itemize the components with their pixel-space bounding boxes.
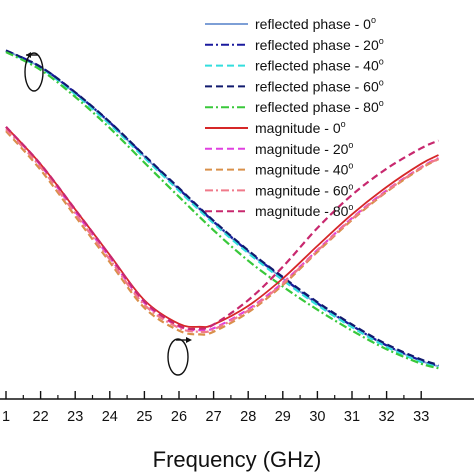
legend-degree-8: o [348,181,353,191]
legend-label-9: magnitude - 80o [255,202,353,219]
legend-label-1: reflected phase - 20o [255,36,384,53]
legend-label-8: magnitude - 60o [255,181,353,198]
x-tick-label-3: 24 [102,409,118,425]
legend-degree-2: o [379,57,384,67]
x-tick-label-12: 33 [413,409,429,425]
x-tick-label-2: 23 [67,409,83,425]
x-tick-label-9: 30 [309,409,325,425]
legend-degree-5: o [341,119,346,129]
x-axis-title: Frequency (GHz) [153,447,322,472]
phase-annotation-ellipse [24,52,44,92]
x-tick-label-6: 27 [206,409,222,425]
x-tick-label-1: 22 [33,409,49,425]
legend: reflected phase - 0o reflected phase - 20… [205,15,384,219]
legend-label-7: magnitude - 40o [255,161,353,178]
magnitude-annotation-arrowhead [186,337,192,343]
legend-label-5: magnitude - 0o [255,119,346,136]
legend-label-0: reflected phase - 0o [255,15,376,32]
legend-degree-1: o [379,36,384,46]
legend-label-3: reflected phase - 60o [255,77,384,94]
x-tick-label-8: 29 [275,409,291,425]
legend-label-4: reflected phase - 80o [255,98,384,115]
magnitude-annotation-ellipse [167,338,189,376]
series-line-1 [5,49,439,367]
legend-degree-3: o [379,77,384,87]
legend-degree-0: o [371,15,376,25]
legend-degree-7: o [348,161,353,171]
series-line-3 [5,49,439,366]
phase-annotation-arrowhead [26,52,31,58]
x-tick-label-10: 31 [344,409,360,425]
x-tick-label-7: 28 [240,409,256,425]
legend-label-6: magnitude - 20o [255,140,353,157]
axes-layer: 1 22 23 24 25 26 27 28 29 30 31 32 33 [0,391,474,425]
x-tick-label-11: 32 [379,409,395,425]
series-line-4 [5,51,439,370]
annotation-layer [24,52,192,376]
legend-label-2: reflected phase - 40o [255,57,384,74]
x-tick-label-5: 26 [171,409,187,425]
series-group [5,49,440,370]
legend-degree-4: o [379,98,384,108]
x-tick-label-0: 1 [2,409,10,425]
legend-degree-9: o [348,202,353,212]
x-tick-label-4: 25 [136,409,152,425]
legend-degree-6: o [348,140,353,150]
series-layer [5,49,440,370]
